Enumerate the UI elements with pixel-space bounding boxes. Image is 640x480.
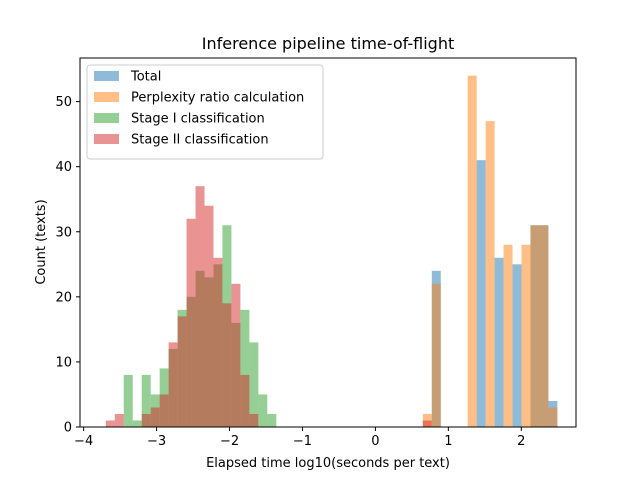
legend-item: Total xyxy=(94,70,161,85)
histogram-bar xyxy=(150,407,160,427)
histogram-bar xyxy=(249,413,259,427)
chart-title: Inference pipeline time-of-flight xyxy=(202,34,454,53)
histogram-bar xyxy=(240,309,250,427)
legend-label: Stage II classification xyxy=(131,133,269,148)
histogram-bar xyxy=(467,75,477,427)
y-tick-label: 0 xyxy=(64,421,72,436)
histogram-bar xyxy=(204,205,214,427)
histogram-bars xyxy=(105,75,558,428)
legend-label: Perplexity ratio calculation xyxy=(131,91,304,106)
histogram-bar xyxy=(503,244,513,427)
y-tick-label: 40 xyxy=(55,160,72,175)
y-tick-label: 10 xyxy=(55,355,72,370)
legend-swatch xyxy=(94,113,119,123)
legend-box xyxy=(86,64,324,160)
x-tick-label: −1 xyxy=(293,434,312,449)
histogram-bar xyxy=(195,186,205,427)
legend-swatch xyxy=(94,92,119,102)
histogram-bar xyxy=(258,394,268,427)
x-tick-label: 0 xyxy=(371,434,379,449)
histogram-bar xyxy=(213,257,223,427)
legend: Total Perplexity ratio calculation Stage I… xyxy=(86,64,324,160)
legend-swatch xyxy=(94,71,119,81)
legend-swatch xyxy=(94,134,119,144)
histogram-bar xyxy=(231,283,241,427)
y-axis: 0 10 20 30 40 50 xyxy=(55,95,80,436)
legend-label: Total xyxy=(130,70,161,85)
y-tick-label: 30 xyxy=(55,225,72,240)
histogram-bar xyxy=(168,342,178,427)
x-tick-label: −3 xyxy=(147,434,166,449)
x-axis-label: Elapsed time log10(seconds per text) xyxy=(206,456,450,471)
x-tick-label: −2 xyxy=(220,434,239,449)
y-axis-label: Count (texts) xyxy=(34,199,49,284)
histogram-bar xyxy=(114,413,124,427)
histogram-bar xyxy=(240,374,250,427)
plot-frame xyxy=(79,57,577,428)
histogram-bar xyxy=(548,407,558,427)
histogram-bar xyxy=(422,420,432,427)
histogram-bar xyxy=(521,244,531,427)
x-tick-label: 1 xyxy=(444,434,452,449)
histogram-bar xyxy=(123,374,133,427)
histogram-bar xyxy=(141,413,151,427)
histogram-bar xyxy=(186,218,196,427)
histogram-bar xyxy=(141,374,151,427)
histogram-bar xyxy=(249,342,259,427)
legend-item: Stage I classification xyxy=(94,112,265,127)
legend-label: Stage I classification xyxy=(131,112,265,127)
series-3-bars xyxy=(105,186,432,427)
histogram-bar xyxy=(539,225,549,427)
histogram-bar xyxy=(494,257,504,427)
x-tick-label: 2 xyxy=(517,434,525,449)
histogram-bar xyxy=(512,264,522,427)
legend-item: Perplexity ratio calculation xyxy=(94,91,304,106)
histogram-bar xyxy=(177,316,187,427)
y-tick-label: 50 xyxy=(55,95,72,110)
histogram-bar xyxy=(132,420,142,427)
x-tick-label: −4 xyxy=(74,434,93,449)
histogram-bar xyxy=(105,420,115,427)
histogram-bar xyxy=(431,283,441,427)
histogram-bar xyxy=(476,160,486,428)
x-axis: −4 −3 −2 −1 0 1 2 xyxy=(74,427,525,449)
histogram-bar xyxy=(267,413,277,427)
histogram-bar xyxy=(485,121,495,427)
histogram-bar xyxy=(530,225,540,427)
histogram-bar xyxy=(159,394,169,427)
y-tick-label: 20 xyxy=(55,290,72,305)
legend-item: Stage II classification xyxy=(94,133,269,148)
histogram-bar xyxy=(222,303,232,427)
